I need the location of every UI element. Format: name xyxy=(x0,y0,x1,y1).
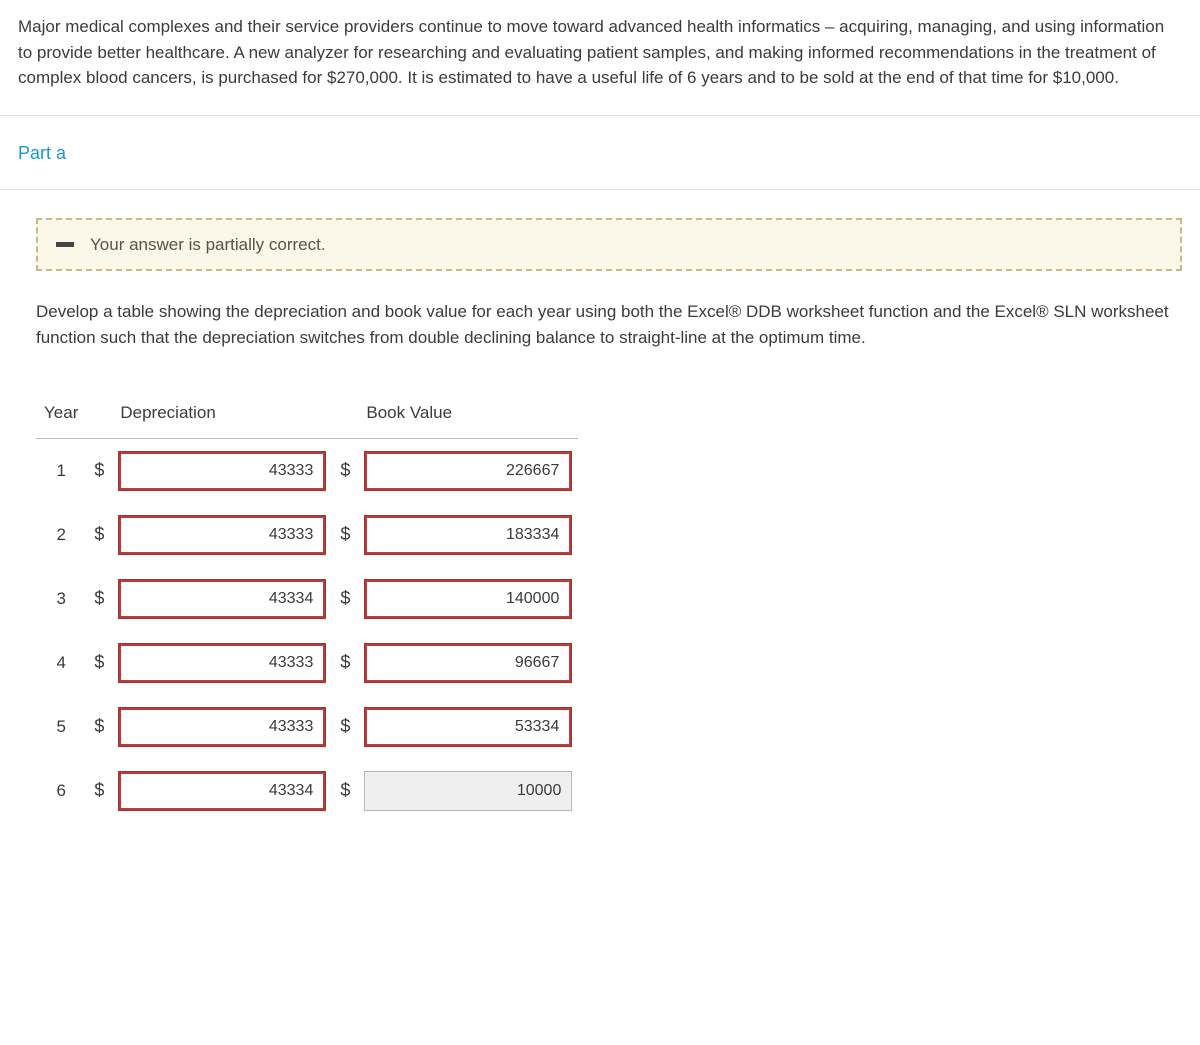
dollar-sign: $ xyxy=(86,503,112,567)
year-cell: 1 xyxy=(36,438,86,503)
bookvalue-cell xyxy=(358,631,578,695)
dollar-sign: $ xyxy=(332,631,358,695)
table-row: 1$$ xyxy=(36,438,578,503)
depreciation-input[interactable] xyxy=(118,771,326,811)
table-row: 4$$ xyxy=(36,631,578,695)
depreciation-cell xyxy=(112,695,332,759)
feedback-box: Your answer is partially correct. xyxy=(36,218,1182,272)
bookvalue-input[interactable] xyxy=(364,451,572,491)
depreciation-table: Year Depreciation Book Value 1$$2$$3$$4$… xyxy=(36,390,578,823)
depreciation-input[interactable] xyxy=(118,515,326,555)
depreciation-cell xyxy=(112,567,332,631)
col-header-year: Year xyxy=(36,390,86,438)
year-cell: 6 xyxy=(36,759,86,823)
depreciation-cell xyxy=(112,631,332,695)
year-cell: 3 xyxy=(36,567,86,631)
dollar-sign: $ xyxy=(86,759,112,823)
bookvalue-input[interactable] xyxy=(364,771,572,811)
depreciation-input[interactable] xyxy=(118,579,326,619)
year-cell: 2 xyxy=(36,503,86,567)
table-row: 2$$ xyxy=(36,503,578,567)
table-row: 3$$ xyxy=(36,567,578,631)
bookvalue-input[interactable] xyxy=(364,707,572,747)
dollar-sign: $ xyxy=(86,438,112,503)
dollar-sign: $ xyxy=(86,695,112,759)
depreciation-input[interactable] xyxy=(118,707,326,747)
dollar-sign: $ xyxy=(332,567,358,631)
problem-text: Major medical complexes and their servic… xyxy=(18,17,1164,87)
bookvalue-cell xyxy=(358,438,578,503)
bookvalue-cell xyxy=(358,759,578,823)
bookvalue-cell xyxy=(358,567,578,631)
feedback-text: Your answer is partially correct. xyxy=(90,232,326,258)
dollar-sign: $ xyxy=(332,759,358,823)
dollar-sign: $ xyxy=(332,695,358,759)
depreciation-input[interactable] xyxy=(118,451,326,491)
table-row: 5$$ xyxy=(36,695,578,759)
dollar-sign: $ xyxy=(332,503,358,567)
dollar-sign: $ xyxy=(86,567,112,631)
col-header-depreciation: Depreciation xyxy=(112,390,332,438)
depreciation-cell xyxy=(112,759,332,823)
year-cell: 5 xyxy=(36,695,86,759)
part-header: Part a xyxy=(0,116,1200,190)
depreciation-cell xyxy=(112,438,332,503)
depreciation-cell xyxy=(112,503,332,567)
part-label: Part a xyxy=(18,143,66,163)
dollar-sign: $ xyxy=(332,438,358,503)
bookvalue-cell xyxy=(358,503,578,567)
table-row: 6$$ xyxy=(36,759,578,823)
minus-icon xyxy=(56,242,74,247)
bookvalue-input[interactable] xyxy=(364,643,572,683)
col-header-bookvalue: Book Value xyxy=(358,390,578,438)
dollar-sign: $ xyxy=(86,631,112,695)
depreciation-input[interactable] xyxy=(118,643,326,683)
bookvalue-input[interactable] xyxy=(364,515,572,555)
bookvalue-input[interactable] xyxy=(364,579,572,619)
year-cell: 4 xyxy=(36,631,86,695)
bookvalue-cell xyxy=(358,695,578,759)
problem-statement: Major medical complexes and their servic… xyxy=(0,0,1200,116)
instruction-text: Develop a table showing the depreciation… xyxy=(36,299,1182,350)
part-body: Your answer is partially correct. Develo… xyxy=(0,190,1200,855)
